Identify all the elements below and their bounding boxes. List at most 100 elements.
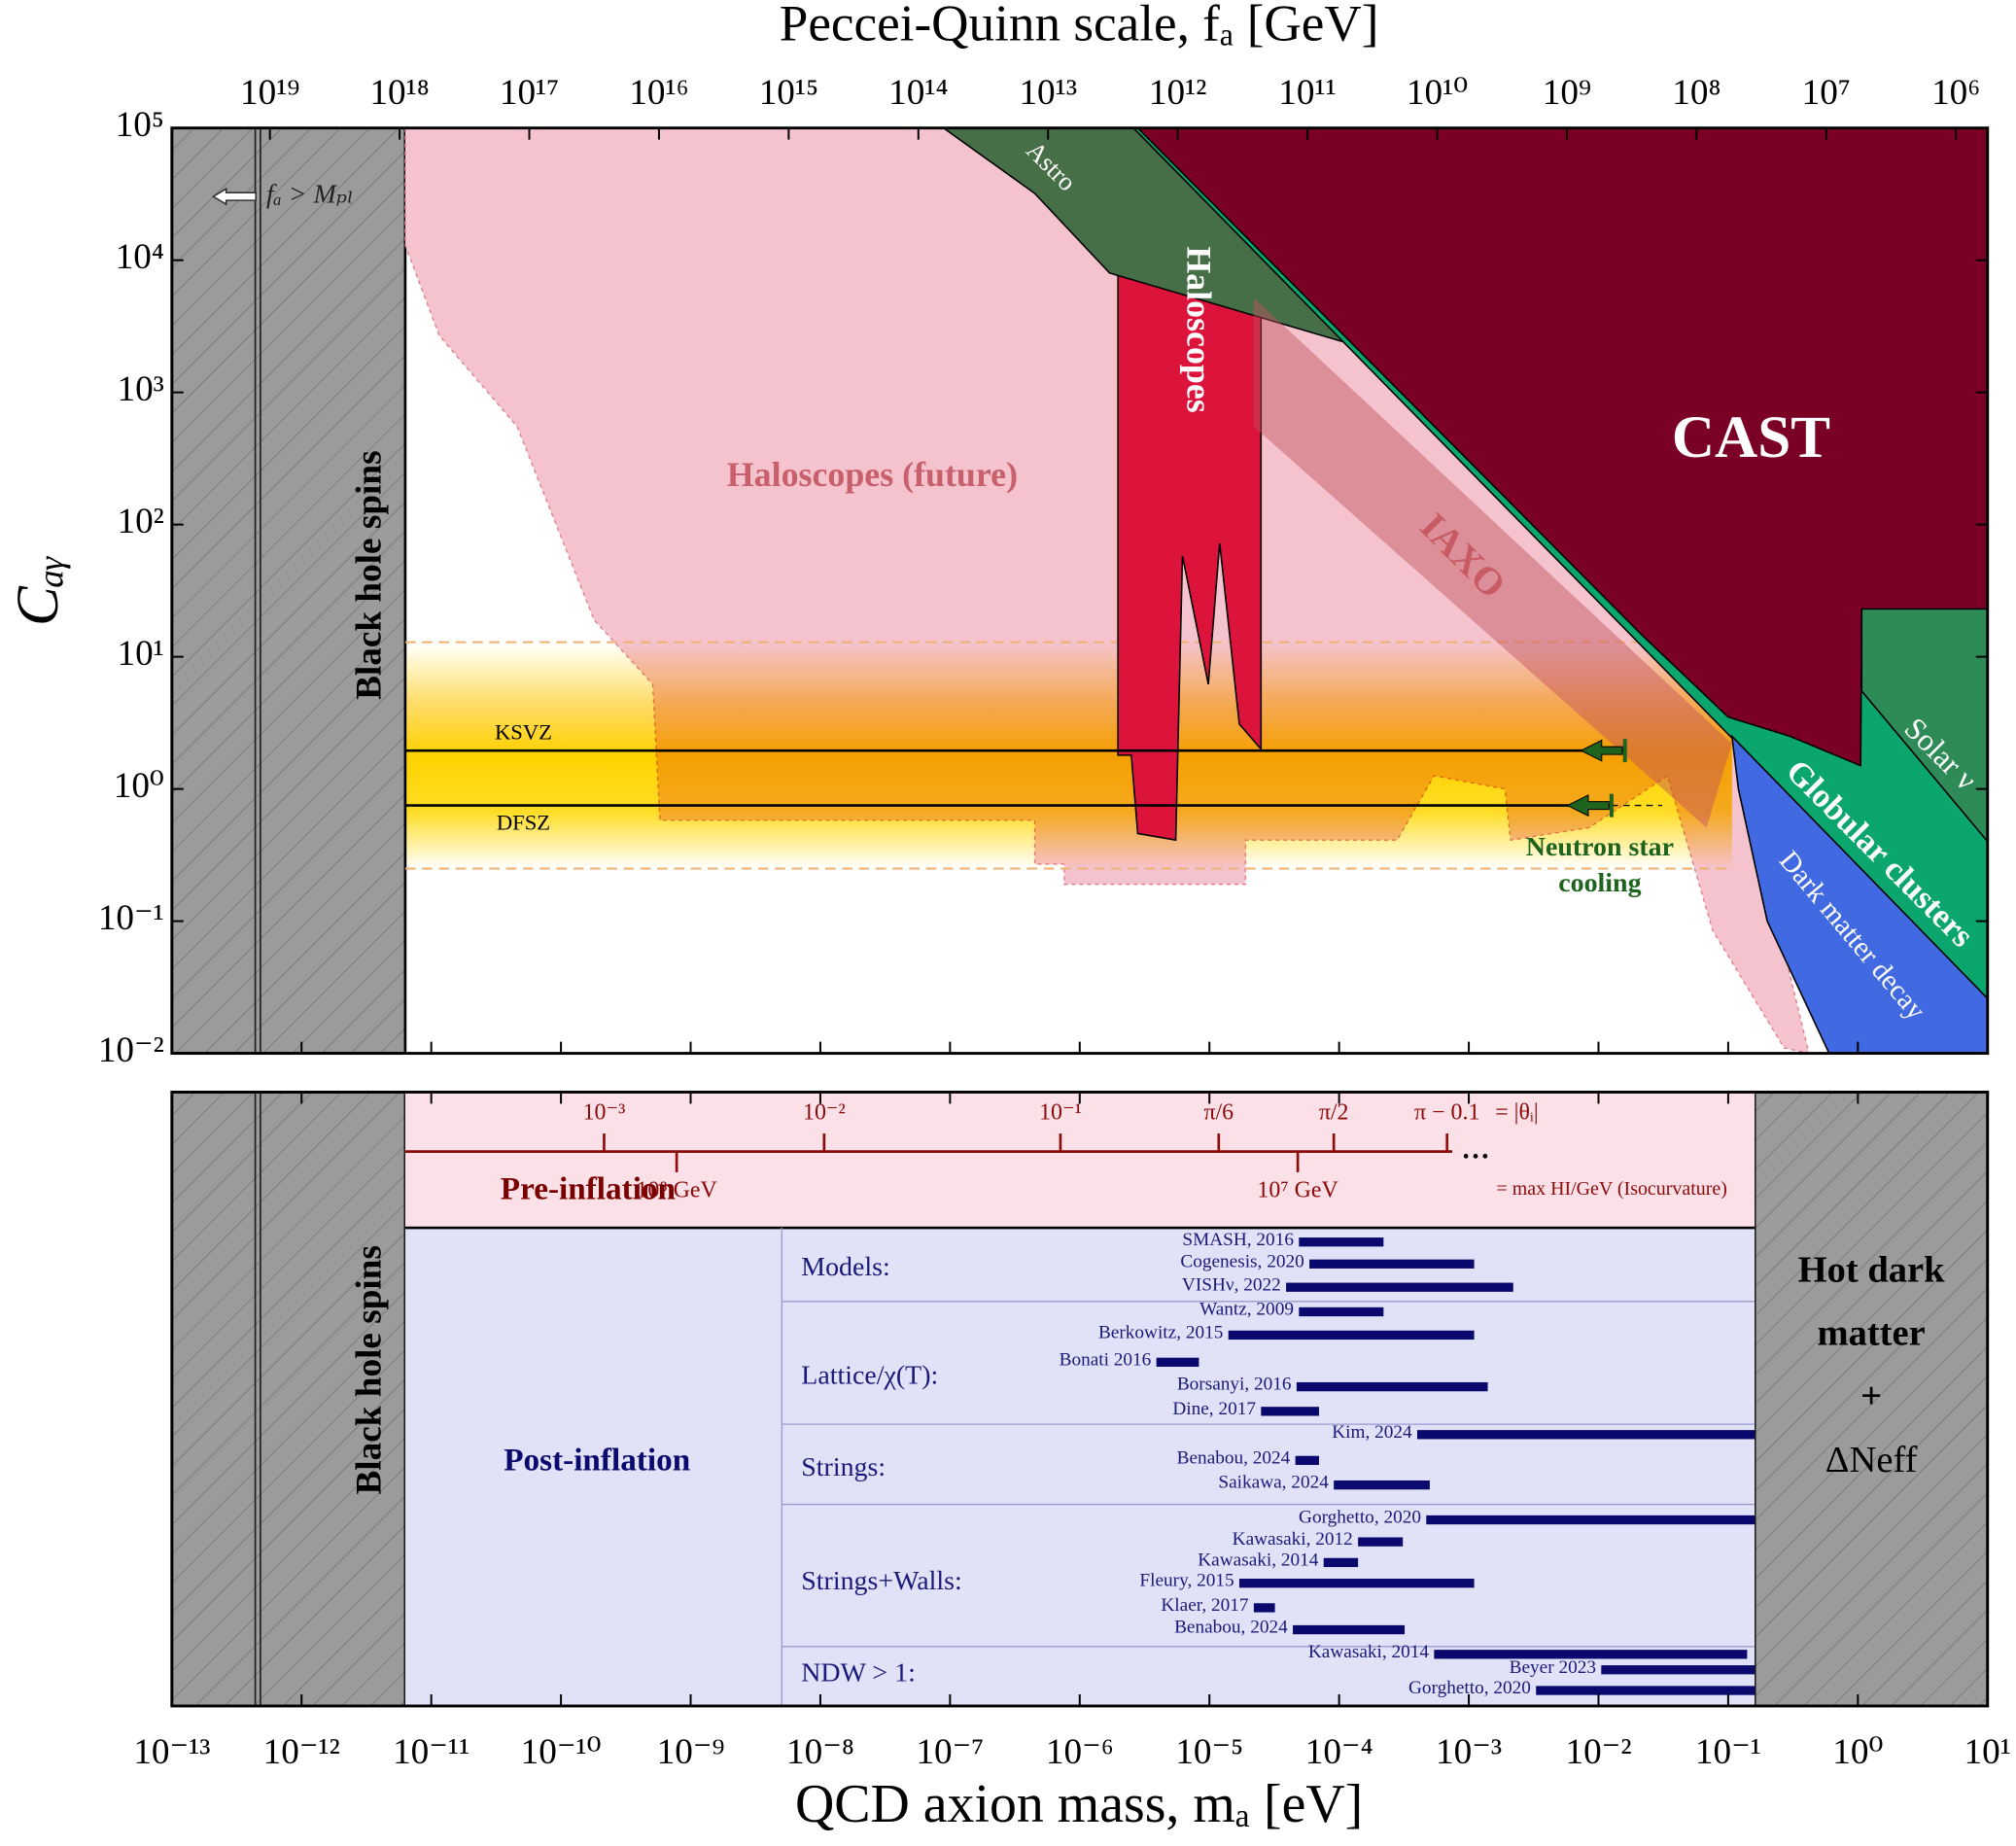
ns-arrow [1566,794,1610,818]
range-bar [1156,1357,1199,1367]
x2-tick-label: 10⁹ [1543,73,1591,113]
bar-label: Beyer 2023 [1510,1657,1596,1678]
planck-arrow [211,187,258,206]
postinflation-label: Post-inflation [504,1443,690,1479]
group-label: Strings+Walls: [801,1566,961,1596]
model-label: DFSZ [497,810,550,834]
range-bar [1299,1237,1384,1247]
range-bar [1299,1306,1384,1317]
model-band [404,642,1732,869]
x2-tick-label: 10¹² [1149,73,1207,113]
x-tick-label: 10⁻⁴ [1305,1732,1373,1772]
x2-tick-label: 10¹³ [1019,73,1077,113]
x-tick-label: 10⁻¹¹ [393,1732,469,1772]
x2-tick-label: 10⁸ [1672,73,1721,113]
range-bar [1426,1515,1755,1525]
bar-label: Klaer, 2017 [1161,1595,1249,1616]
region [942,127,1347,344]
theta-tick-label: 10⁻² [803,1100,846,1126]
bar-label: Berkowitz, 2015 [1098,1322,1223,1342]
region [1253,297,1732,828]
hubble-axis-label: = max HI/GeV (Isocurvature) [1497,1178,1727,1200]
hot-dm-region [1753,1092,1988,1706]
bar-label: Saikawa, 2024 [1218,1473,1329,1493]
theta-tick-label: π − 0.1 [1414,1100,1479,1126]
preinflation-region [404,1092,1755,1229]
region-label: Haloscopes (future) [727,455,1018,494]
y-tick-label: 10⁻¹ [98,898,164,938]
ns-arrow [1580,739,1623,762]
region [1730,734,1988,1054]
theta-tick-label: π/6 [1203,1100,1234,1126]
bar-label: Cogenesis, 2020 [1180,1251,1303,1271]
group-label: Lattice/χ(T): [801,1361,938,1391]
bar-label: Borsanyi, 2016 [1177,1375,1292,1395]
planck-label: fₐ > Mₚₗ [266,180,354,210]
range-bar [1238,1579,1475,1588]
range-bar [1334,1480,1430,1490]
x2-tick-label: 10¹¹ [1278,73,1337,113]
range-bar [1261,1407,1319,1416]
bar-label: Benabou, 2024 [1177,1447,1291,1468]
range-bar [1309,1259,1475,1269]
group-label: NDW > 1: [801,1657,916,1688]
y-tick-label: 10⁻² [98,1030,164,1070]
bar-label: Kawasaki, 2012 [1233,1529,1353,1550]
model-label: KSVZ [495,719,552,744]
theta-axis-label: = |θᵢ| [1495,1100,1538,1126]
x-tick-label: 10⁻⁵ [1175,1732,1243,1772]
y-tick-label: 10⁵ [116,105,164,145]
x-tick-label: 10⁻⁶ [1046,1732,1114,1772]
x-tick-label: 10¹ [1964,1732,2011,1772]
hot-dm-label: + [1860,1376,1882,1417]
x-tick-label: 10⁻¹² [263,1732,340,1772]
x2-tick-label: 10¹⁶ [629,73,688,113]
theta-tick-label: 10⁻¹ [1039,1100,1082,1126]
range-bar [1358,1537,1404,1547]
x-tick-label: 10⁻¹⁰ [521,1732,602,1772]
x2-tick-label: 10¹⁴ [888,73,948,113]
x-axis-title: QCD axion mass, mₐ [eV] [795,1774,1363,1834]
theta-tick-label: 10⁻³ [583,1100,626,1126]
x-tick-label: 10⁻² [1565,1732,1631,1772]
hot-dm-label: ΔNeff [1825,1440,1918,1480]
x-tick-label: 10⁻³ [1436,1732,1502,1772]
group-label: Models: [801,1252,889,1282]
hubble-tick-label: 10⁸ GeV [636,1177,716,1202]
range-bar [1286,1282,1513,1292]
x2-tick-label: 10¹⁷ [500,73,559,113]
hubble-tick-label: 10⁷ GeV [1257,1177,1338,1202]
x2-tick-label: 10¹⁰ [1407,73,1468,113]
x-tick-label: 10⁰ [1832,1732,1883,1772]
x-tick-label: 10⁻¹ [1695,1732,1761,1772]
y-tick-label: 10¹ [117,634,163,674]
bar-label: Kawasaki, 2014 [1308,1642,1429,1662]
y-tick-label: 10⁰ [114,766,164,806]
exclusion-label: Black hole spins [349,1245,389,1494]
range-bar [1323,1557,1359,1568]
exclusion-region [171,127,407,1054]
exclusion-label: Black hole spins [349,450,389,699]
bar-label: Fleury, 2015 [1139,1571,1234,1591]
y-tick-label: 10² [117,502,163,541]
ns-label: cooling [1558,868,1641,898]
theta-tick-label: π/2 [1319,1100,1349,1126]
ellipsis: … [1461,1133,1489,1165]
range-bar [1228,1330,1475,1341]
y-tick-label: 10³ [117,369,163,409]
x-tick-label: 10⁻¹³ [133,1732,210,1772]
bar-label: Benabou, 2024 [1174,1618,1288,1638]
x2-tick-label: 10⁷ [1802,73,1851,113]
bar-label: Wantz, 2009 [1199,1300,1294,1320]
x-tick-label: 10⁻⁹ [657,1732,725,1772]
bar-label: Kawasaki, 2014 [1198,1550,1318,1570]
region [1136,127,1988,767]
hot-dm-label: Hot dark [1798,1249,1946,1290]
x2-tick-label: 10¹⁸ [369,73,429,113]
bar-label: Bonati 2016 [1060,1349,1152,1370]
bar-label: Kim, 2024 [1332,1422,1412,1443]
bar-label: VISHν, 2022 [1182,1274,1281,1295]
range-bar [1416,1430,1755,1440]
bar-label: Gorghetto, 2020 [1408,1678,1531,1698]
